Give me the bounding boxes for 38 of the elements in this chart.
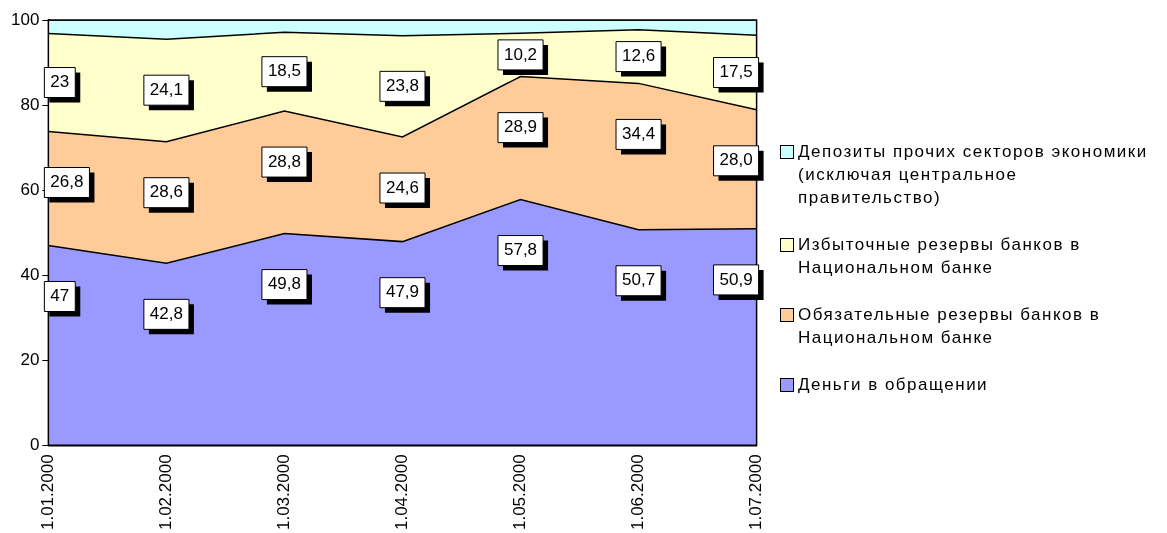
data-label: 34,4	[622, 124, 656, 144]
x-tick-label: 1.02.2000	[156, 454, 176, 531]
y-tick-label: 80	[20, 94, 40, 114]
data-label: 28,8	[267, 151, 301, 171]
data-label: 12,6	[622, 46, 656, 66]
data-label: 50,7	[622, 270, 656, 290]
x-tick-label: 1.01.2000	[38, 454, 58, 531]
data-label: 47,9	[385, 282, 420, 302]
x-tick-label: 1.04.2000	[392, 454, 412, 531]
data-label: 50,9	[719, 269, 753, 289]
legend-label: Избыточные резервы банков в Национальном банке	[798, 234, 1082, 279]
data-label: 57,8	[503, 240, 538, 260]
data-label: 28,9	[503, 117, 538, 137]
y-tick-label: 40	[20, 264, 40, 284]
x-tick-label: 1.05.2000	[510, 454, 530, 531]
x-tick-label: 1.03.2000	[274, 454, 294, 531]
data-label: 49,8	[267, 274, 301, 294]
legend-label: Депозиты прочих секторов экономики (исключая центральное правительство)	[798, 141, 1149, 209]
x-tick-label: 1.06.2000	[628, 454, 648, 531]
x-tick-label: 1.07.2000	[746, 454, 766, 531]
y-tick-label: 60	[20, 179, 40, 199]
data-label: 42,8	[149, 304, 183, 324]
data-label: 47	[50, 286, 70, 306]
y-tick-label: 0	[29, 435, 40, 455]
data-label: 24,6	[385, 177, 420, 197]
legend-label: Деньги в обращении	[798, 374, 989, 396]
data-label: 17,5	[719, 62, 753, 82]
y-tick-label: 20	[20, 349, 40, 369]
legend-label: Обязательные резервы банков в Национальном банке	[798, 304, 1102, 349]
y-tick-label: 100	[10, 9, 40, 29]
data-label: 10,2	[503, 44, 538, 64]
data-label: 24,1	[149, 79, 183, 99]
data-label: 26,8	[50, 172, 84, 192]
data-label: 18,5	[267, 61, 301, 81]
data-label: 23,8	[385, 76, 420, 96]
data-label: 28,0	[719, 150, 753, 170]
data-label: 23	[50, 72, 70, 92]
data-label: 28,6	[149, 182, 183, 202]
